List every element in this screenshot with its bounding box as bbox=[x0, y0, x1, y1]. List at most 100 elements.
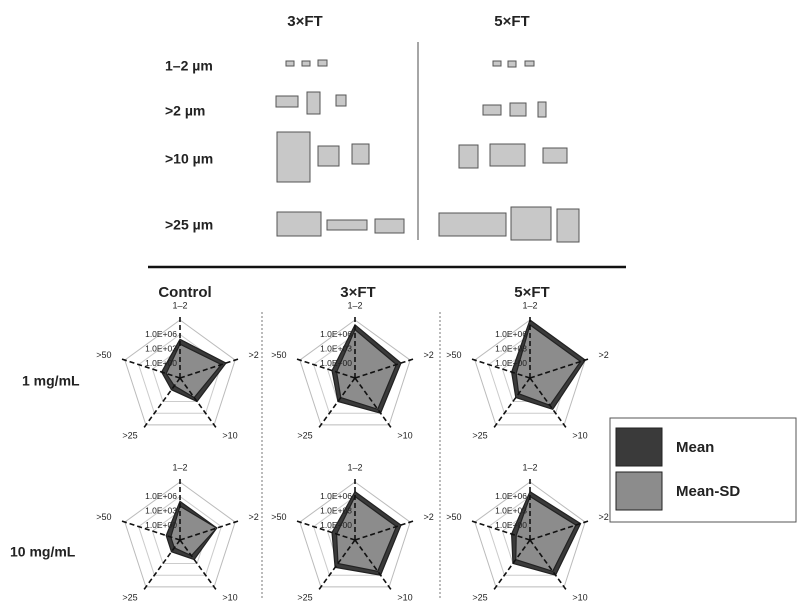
axis-label: 1–2 bbox=[347, 300, 362, 310]
axis-spoke bbox=[179, 519, 242, 541]
r-tick-label: 1.0E+06 bbox=[320, 491, 352, 501]
axis-spoke bbox=[316, 377, 356, 431]
r-tick-label: 1.0E+06 bbox=[320, 329, 352, 339]
axis-spoke bbox=[141, 377, 181, 431]
axis-label: 1–2 bbox=[522, 300, 537, 310]
axis-spoke bbox=[316, 539, 356, 593]
axis-label: >50 bbox=[446, 512, 461, 522]
axis-spoke bbox=[529, 539, 569, 593]
axis-spoke bbox=[141, 539, 181, 593]
r-tick-label: 1.0E+00 bbox=[495, 358, 527, 368]
series-area bbox=[335, 328, 398, 411]
axis-spoke bbox=[354, 377, 394, 431]
axis-spoke bbox=[118, 357, 181, 379]
row-label: >25 µm bbox=[165, 217, 213, 233]
axis-label: >50 bbox=[271, 512, 286, 522]
axis-label: >2 bbox=[423, 512, 433, 522]
axis-spoke bbox=[491, 377, 531, 431]
axis-label: 1–2 bbox=[172, 462, 187, 472]
r-tick-label: 1.0E+00 bbox=[145, 358, 177, 368]
r-tick-label: 1.0E+06 bbox=[145, 329, 177, 339]
axis-spoke bbox=[491, 539, 531, 593]
legend-label: Mean bbox=[676, 439, 714, 456]
axis-label: >10 bbox=[222, 431, 237, 441]
axis-spoke bbox=[354, 539, 394, 593]
axis-spoke bbox=[468, 357, 531, 379]
legend-swatch bbox=[615, 427, 663, 467]
r-tick-label: 1.0E+00 bbox=[320, 358, 352, 368]
axis-spoke bbox=[354, 357, 417, 379]
axis-label: >10 bbox=[222, 593, 237, 601]
axis-label: >10 bbox=[397, 431, 412, 441]
r-tick-label: 1.0E+03 bbox=[145, 343, 177, 353]
axis-spoke bbox=[529, 519, 592, 541]
axis-label: >50 bbox=[446, 350, 461, 360]
series-area bbox=[515, 323, 582, 407]
r-tick-label: 1.0E+00 bbox=[145, 520, 177, 530]
axis-spoke bbox=[118, 519, 181, 541]
panel-row-label: 10 mg/mL bbox=[10, 544, 76, 560]
row-label: >2 µm bbox=[165, 103, 205, 119]
axis-spoke bbox=[354, 519, 417, 541]
radar-frame bbox=[299, 481, 411, 588]
r-tick-label: 1.0E+03 bbox=[495, 343, 527, 353]
axis-label: 1–2 bbox=[172, 300, 187, 310]
axis-label: >2 bbox=[248, 350, 258, 360]
axis-label: >2 bbox=[598, 350, 608, 360]
column-title: 5×FT bbox=[494, 13, 529, 30]
r-tick-label: 1.0E+06 bbox=[495, 491, 527, 501]
axis-spoke bbox=[179, 357, 242, 379]
axis-label: >2 bbox=[248, 512, 258, 522]
axis-label: >50 bbox=[96, 350, 111, 360]
legend-label: Mean-SD bbox=[676, 483, 740, 500]
row-label: >10 µm bbox=[165, 151, 213, 167]
column-title: 3×FT bbox=[287, 13, 322, 30]
series-area bbox=[336, 495, 398, 572]
r-tick-label: 1.0E+06 bbox=[495, 329, 527, 339]
axis-label: >25 bbox=[472, 593, 487, 601]
legend-swatch bbox=[615, 471, 663, 511]
axis-label: >25 bbox=[122, 431, 137, 441]
axis-spoke bbox=[293, 519, 356, 541]
axis-label: >2 bbox=[423, 350, 433, 360]
axis-label: >2 bbox=[598, 512, 608, 522]
r-tick-label: 1.0E+00 bbox=[495, 520, 527, 530]
axis-spoke bbox=[293, 357, 356, 379]
radar-frame bbox=[299, 319, 411, 426]
axis-label: >25 bbox=[122, 593, 137, 601]
r-tick-label: 1.0E+06 bbox=[145, 491, 177, 501]
axis-label: >50 bbox=[96, 512, 111, 522]
series-area bbox=[515, 495, 577, 573]
axis-label: >10 bbox=[397, 593, 412, 601]
r-tick-label: 1.0E+00 bbox=[320, 520, 352, 530]
axis-label: 1–2 bbox=[522, 462, 537, 472]
r-tick-label: 1.0E+03 bbox=[145, 505, 177, 515]
particle-images bbox=[275, 59, 580, 243]
radar-frame bbox=[124, 481, 236, 588]
r-tick-label: 1.0E+03 bbox=[320, 343, 352, 353]
axis-label: >50 bbox=[271, 350, 286, 360]
axis-spoke bbox=[179, 539, 219, 593]
axis-label: 1–2 bbox=[347, 462, 362, 472]
axis-spoke bbox=[468, 519, 531, 541]
row-label: 1–2 µm bbox=[165, 58, 213, 74]
axis-label: >25 bbox=[472, 431, 487, 441]
panel-column-title: 5×FT bbox=[514, 284, 549, 301]
axis-spoke bbox=[529, 377, 569, 431]
axis-label: >10 bbox=[572, 431, 587, 441]
axis-spoke bbox=[529, 357, 592, 379]
panel-column-title: Control bbox=[158, 284, 211, 301]
panel-column-title: 3×FT bbox=[340, 284, 375, 301]
axis-label: >25 bbox=[297, 431, 312, 441]
axis-label: >10 bbox=[572, 593, 587, 601]
panel-row-label: 1 mg/mL bbox=[22, 373, 80, 389]
axis-spoke bbox=[179, 377, 219, 431]
grid-ring bbox=[138, 495, 222, 576]
radar-frame bbox=[124, 319, 236, 426]
r-tick-label: 1.0E+03 bbox=[495, 505, 527, 515]
axis-label: >25 bbox=[297, 593, 312, 601]
r-tick-label: 1.0E+03 bbox=[320, 505, 352, 515]
radar-frame bbox=[474, 481, 586, 588]
